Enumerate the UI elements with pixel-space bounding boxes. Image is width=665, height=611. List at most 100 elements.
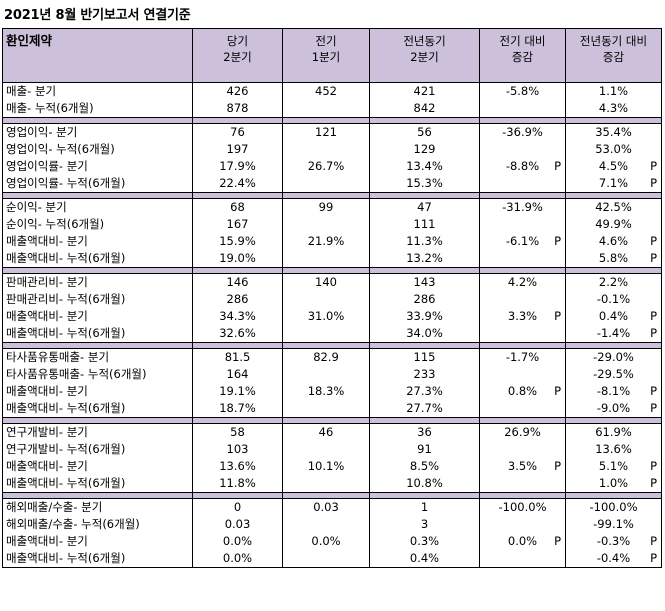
cell-previous	[282, 366, 370, 383]
cell-yoy-change-value: -0.3%	[596, 534, 631, 548]
col-header-line1: 전년동기	[403, 34, 446, 48]
cell-yoy-change-value: 13.6%	[595, 442, 632, 456]
cell-prior-year: 0.3%	[369, 533, 480, 550]
col-header-current: 당기 2분기	[192, 28, 283, 83]
col-header-line2: 증감	[511, 50, 534, 64]
cell-yoy-change: -9.0% P	[565, 400, 662, 418]
cell-prior-year: 1	[369, 498, 480, 516]
row-label: 매출액대비- 분기	[2, 383, 193, 400]
cell-previous: 121	[282, 123, 370, 141]
row-label: 매출액대비- 누적(6개월)	[2, 400, 193, 418]
percent-point-marker: P	[554, 234, 561, 248]
cell-qoq-change-value: -1.7%	[505, 350, 540, 364]
cell-previous: 140	[282, 273, 370, 291]
percent-point-marker: P	[650, 401, 657, 415]
cell-previous	[282, 216, 370, 233]
cell-previous	[282, 250, 370, 268]
cell-yoy-change-value: 53.0%	[595, 142, 632, 156]
cell-yoy-change-value: -1.4%	[596, 326, 631, 340]
cell-yoy-change: 61.9%	[565, 423, 662, 441]
cell-current: 58	[192, 423, 283, 441]
cell-current: 426	[192, 82, 283, 100]
cell-qoq-change-value: -8.8%	[505, 159, 540, 173]
cell-previous	[282, 516, 370, 533]
row-label: 영업이익률- 누적(6개월)	[2, 175, 193, 193]
row-label: 매출액대비- 누적(6개월)	[2, 550, 193, 568]
cell-prior-year: 13.2%	[369, 250, 480, 268]
cell-qoq-change: -1.7%	[479, 348, 566, 366]
cell-qoq-change	[479, 325, 566, 343]
group-separator	[2, 117, 662, 124]
cell-yoy-change: 5.1% P	[565, 458, 662, 475]
cell-current: 0.0%	[192, 533, 283, 550]
cell-previous: 18.3%	[282, 383, 370, 400]
cell-previous: 21.9%	[282, 233, 370, 250]
cell-yoy-change: -29.5%	[565, 366, 662, 383]
table-row: 매출액대비- 분기 19.1% 18.3% 27.3% 0.8% P -8.1% P	[2, 383, 662, 400]
cell-yoy-change: 1.1%	[565, 82, 662, 100]
col-header-line2: 2분기	[410, 50, 439, 64]
cell-qoq-change: -6.1% P	[479, 233, 566, 250]
row-label: 판매관리비- 분기	[2, 273, 193, 291]
group-separator	[2, 492, 662, 499]
cell-yoy-change-value: 1.1%	[598, 84, 629, 98]
cell-yoy-change-value: 4.3%	[598, 101, 629, 115]
table-row: 타사품유통매출- 분기 81.5 82.9 115 -1.7% -29.0%	[2, 348, 662, 366]
cell-qoq-change	[479, 400, 566, 418]
cell-qoq-change	[479, 100, 566, 118]
cell-prior-year: 842	[369, 100, 480, 118]
cell-yoy-change: 0.4% P	[565, 308, 662, 325]
page-title: 2021년 8월 반기보고서 연결기준	[4, 8, 191, 23]
cell-yoy-change-value: 42.5%	[595, 200, 632, 214]
percent-point-marker: P	[650, 476, 657, 490]
col-header-line1: 당기	[226, 34, 249, 48]
cell-prior-year: 8.5%	[369, 458, 480, 475]
separator-cell	[565, 192, 662, 199]
cell-qoq-change: 3.3% P	[479, 308, 566, 325]
cell-yoy-change-value: 35.4%	[595, 125, 632, 139]
table-row: 영업이익률- 분기 17.9% 26.7% 13.4% -8.8% P 4.5% P	[2, 158, 662, 175]
cell-yoy-change-value: -0.4%	[596, 551, 631, 565]
cell-yoy-change: 53.0%	[565, 141, 662, 158]
cell-yoy-change: 49.9%	[565, 216, 662, 233]
separator-cell	[565, 117, 662, 124]
percent-point-marker: P	[554, 309, 561, 323]
cell-prior-year: 3	[369, 516, 480, 533]
percent-point-marker: P	[650, 551, 657, 565]
cell-prior-year: 286	[369, 291, 480, 308]
cell-current: 32.6%	[192, 325, 283, 343]
table-row: 매출액대비- 누적(6개월) 11.8% 10.8% 1.0% P	[2, 475, 662, 493]
row-label: 판매관리비- 누적(6개월)	[2, 291, 193, 308]
cell-previous	[282, 175, 370, 193]
cell-yoy-change-value: 5.1%	[598, 459, 629, 473]
row-label: 매출액대비- 누적(6개월)	[2, 475, 193, 493]
cell-prior-year: 129	[369, 141, 480, 158]
row-label: 연구개발비- 누적(6개월)	[2, 441, 193, 458]
cell-qoq-change: -5.8%	[479, 82, 566, 100]
cell-yoy-change-value: 61.9%	[595, 425, 632, 439]
percent-point-marker: P	[650, 251, 657, 265]
table-body: 환인제약 당기 2분기 전기 1분기 전년동기 2분기 전기 대비 증감 전년동기 대비…	[2, 28, 662, 568]
cell-qoq-change	[479, 550, 566, 568]
table-row: 영업이익- 분기 76 121 56 -36.9% 35.4%	[2, 123, 662, 141]
cell-qoq-change-value: -5.8%	[505, 84, 540, 98]
percent-point-marker: P	[650, 309, 657, 323]
cell-qoq-change	[479, 250, 566, 268]
cell-qoq-change	[479, 291, 566, 308]
cell-qoq-change: -100.0%	[479, 498, 566, 516]
cell-prior-year: 421	[369, 82, 480, 100]
cell-yoy-change-value: 1.0%	[598, 476, 629, 490]
cell-yoy-change: -99.1%	[565, 516, 662, 533]
cell-qoq-change	[479, 441, 566, 458]
cell-qoq-change: -8.8% P	[479, 158, 566, 175]
cell-prior-year: 56	[369, 123, 480, 141]
cell-prior-year: 27.7%	[369, 400, 480, 418]
row-label: 타사품유통매출- 분기	[2, 348, 193, 366]
cell-yoy-change: 4.3%	[565, 100, 662, 118]
cell-yoy-change-value: 7.1%	[598, 176, 629, 190]
cell-yoy-change: 4.6% P	[565, 233, 662, 250]
row-label: 매출- 분기	[2, 82, 193, 100]
cell-current: 164	[192, 366, 283, 383]
cell-yoy-change: 2.2%	[565, 273, 662, 291]
table-row: 매출액대비- 누적(6개월) 19.0% 13.2% 5.8% P	[2, 250, 662, 268]
